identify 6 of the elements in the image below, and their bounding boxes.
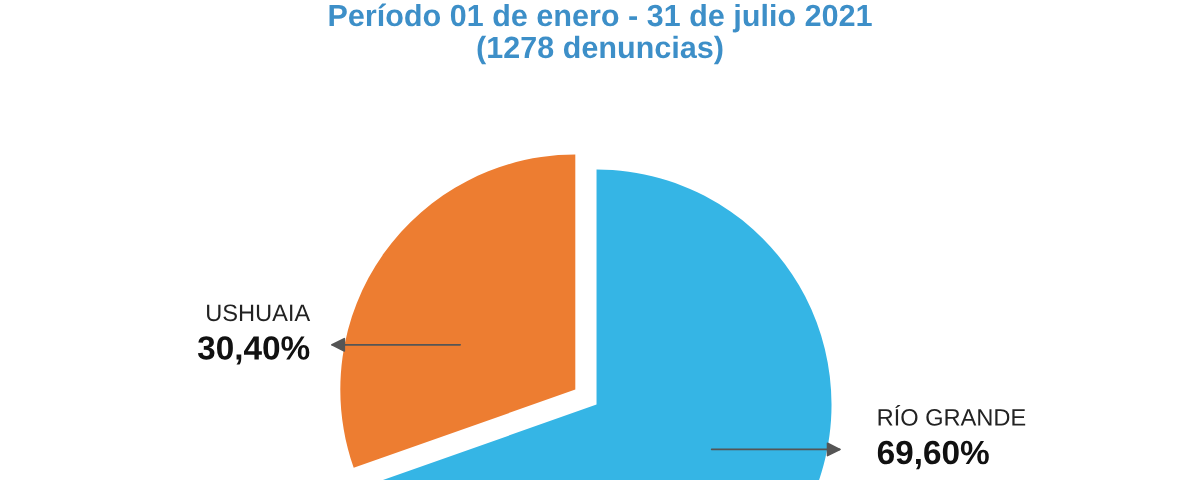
chart-title: Período 01 de enero - 31 de julio 2021 [329, 3, 872, 33]
data-label: 30,40% [197, 336, 310, 365]
data-label: 69,60% [877, 440, 989, 470]
slice-label: USHUAIA [207, 304, 311, 322]
slice-label: RÍO GRANDE [878, 405, 1026, 426]
chart-subtitle: (1278 denuncias) [477, 35, 723, 65]
